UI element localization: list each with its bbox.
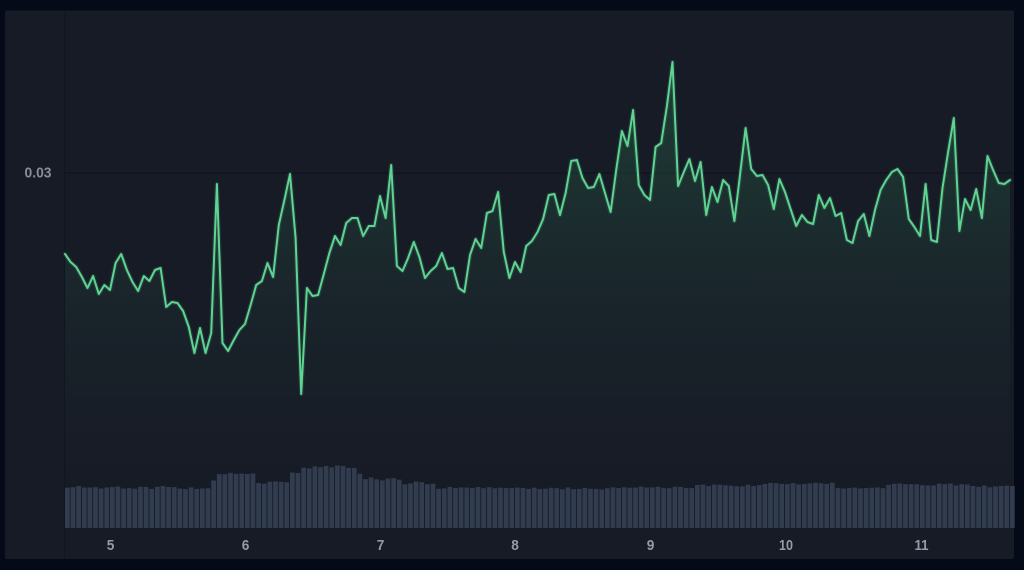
svg-text:7: 7 <box>377 537 385 554</box>
svg-text:11: 11 <box>915 537 929 554</box>
svg-text:8: 8 <box>511 537 519 554</box>
svg-text:0.03: 0.03 <box>25 165 52 182</box>
svg-text:10: 10 <box>779 537 793 554</box>
svg-text:5: 5 <box>107 537 115 554</box>
svg-text:9: 9 <box>647 537 655 554</box>
svg-text:6: 6 <box>242 537 250 554</box>
